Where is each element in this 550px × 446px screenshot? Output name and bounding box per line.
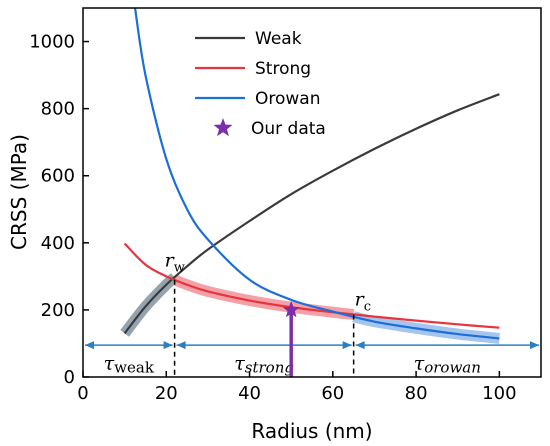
region-label-orowan: τorowan: [414, 353, 481, 377]
legend-star-our-data: [213, 118, 233, 137]
series-line-weak: [123, 93, 500, 335]
legend-label-strong: Strong: [255, 59, 311, 79]
y-tick-label: 1000: [29, 32, 75, 53]
series-curves: [123, 8, 500, 340]
annotations: rw rc τweak τstrong τorowan: [85, 250, 539, 377]
y-axis-title: CRSS (MPa): [7, 134, 31, 250]
legend: Weak Strong Orowan Our data: [195, 29, 326, 139]
legend-label-weak: Weak: [255, 29, 302, 49]
region-label-weak: τweak: [104, 353, 155, 377]
x-tick-label: 100: [482, 383, 516, 404]
y-tick-label: 400: [41, 233, 75, 254]
region-arrowhead-left-weak: [85, 341, 94, 350]
region-arrowhead-right-weak: [163, 341, 173, 350]
y-tick-label: 200: [41, 300, 75, 321]
region-arrowhead-right-strong: [342, 341, 352, 350]
legend-label-our-data: Our data: [251, 119, 326, 139]
x-tick-label: 80: [405, 383, 428, 404]
region-arrowhead-right-orowan: [530, 341, 539, 350]
plot-frame: [82, 7, 542, 378]
uncertainty-bands: [120, 273, 500, 344]
region-label-strong: τstrong: [234, 353, 294, 377]
our-data-point: [282, 300, 300, 318]
y-tick-label: 800: [41, 99, 75, 120]
x-axis-title: Radius (nm): [251, 419, 372, 443]
region-arrowhead-left-strong: [176, 341, 186, 350]
series-line-orowan: [133, 8, 500, 340]
legend-label-orowan: Orowan: [255, 89, 321, 109]
y-tick-label: 600: [41, 166, 75, 187]
series-line-strong: [123, 242, 500, 329]
x-tick-label: 20: [155, 383, 178, 404]
x-tick-label: 0: [77, 383, 88, 404]
x-tick-label: 40: [238, 383, 261, 404]
label-r-c: rc: [355, 288, 371, 314]
region-arrowhead-left-orowan: [355, 341, 365, 350]
x-tick-label: 60: [321, 383, 344, 404]
label-r-w: rw: [165, 250, 185, 276]
y-tick-label: 0: [64, 367, 75, 388]
